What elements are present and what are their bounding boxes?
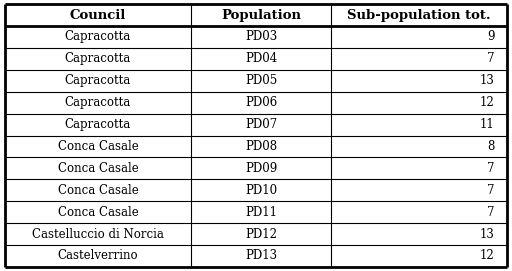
Text: Conca Casale: Conca Casale [57,184,138,197]
Text: 7: 7 [487,206,495,219]
Text: PD03: PD03 [245,30,277,43]
Text: Sub-population tot.: Sub-population tot. [347,8,491,21]
Text: Castelverrino: Castelverrino [58,250,138,263]
Text: 12: 12 [480,96,495,109]
Text: PD08: PD08 [245,140,277,153]
Text: Castelluccio di Norcia: Castelluccio di Norcia [32,228,164,241]
Text: Conca Casale: Conca Casale [57,162,138,175]
Text: Population: Population [221,8,301,21]
Text: 12: 12 [480,250,495,263]
Text: PD07: PD07 [245,118,277,131]
Text: PD04: PD04 [245,52,277,65]
Text: Capracotta: Capracotta [65,118,131,131]
Text: Conca Casale: Conca Casale [57,206,138,219]
Text: PD10: PD10 [245,184,277,197]
Text: PD06: PD06 [245,96,277,109]
Text: Capracotta: Capracotta [65,30,131,43]
Text: 11: 11 [480,118,495,131]
Text: 7: 7 [487,52,495,65]
Text: 7: 7 [487,162,495,175]
Text: PD05: PD05 [245,74,277,87]
Text: PD11: PD11 [245,206,277,219]
Text: PD13: PD13 [245,250,277,263]
Text: 13: 13 [479,74,495,87]
Text: 8: 8 [487,140,495,153]
Text: PD09: PD09 [245,162,277,175]
Text: Council: Council [70,8,126,21]
Text: PD12: PD12 [245,228,277,241]
Text: Capracotta: Capracotta [65,52,131,65]
Text: Conca Casale: Conca Casale [57,140,138,153]
Text: Capracotta: Capracotta [65,74,131,87]
Text: 9: 9 [487,30,495,43]
Text: 7: 7 [487,184,495,197]
Text: Capracotta: Capracotta [65,96,131,109]
Text: 13: 13 [479,228,495,241]
